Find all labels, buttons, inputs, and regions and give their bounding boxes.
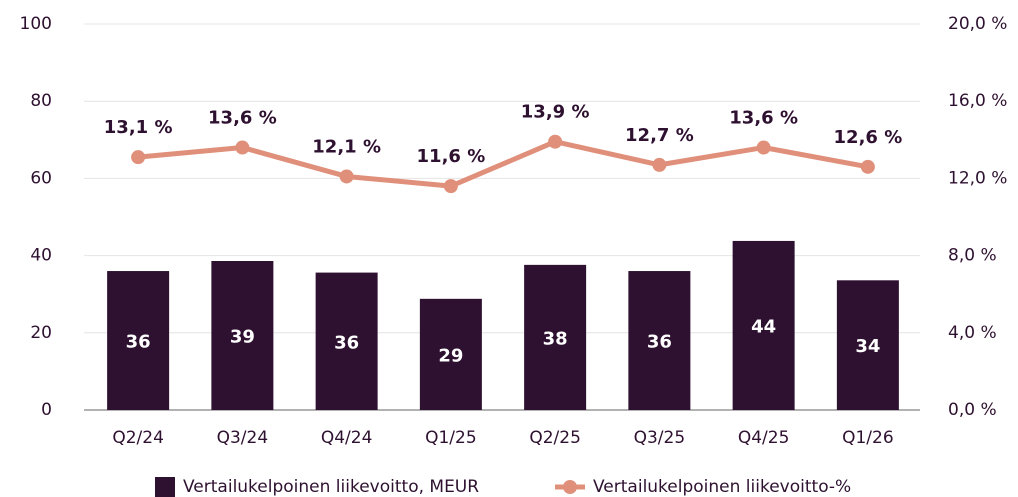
bar-label: 39 xyxy=(230,327,255,348)
bar xyxy=(732,240,795,410)
y-tick-label: 100 xyxy=(20,14,52,34)
bar xyxy=(315,272,378,410)
line-point xyxy=(860,159,875,174)
line-point xyxy=(443,179,458,194)
bar-label: 36 xyxy=(334,332,359,353)
y-tick-label: 0 xyxy=(41,400,52,420)
line-point xyxy=(548,134,563,149)
bar-label: 34 xyxy=(855,336,880,357)
line xyxy=(137,139,869,189)
x-tick-label: Q2/24 xyxy=(112,428,164,448)
line-point xyxy=(652,157,667,172)
y2-tick-label: 16,0 % xyxy=(948,91,1007,111)
bar-label: 44 xyxy=(751,316,776,337)
bar xyxy=(524,264,587,410)
x-tick-label: Q4/25 xyxy=(738,428,790,448)
legend-label: Vertailukelpoinen liikevoitto-% xyxy=(593,477,851,497)
x-tick-label: Q4/24 xyxy=(321,428,373,448)
legend-label: Vertailukelpoinen liikevoitto, MEUR xyxy=(183,477,479,497)
y2-tick-label: 8,0 % xyxy=(948,246,997,266)
y2-tick-label: 12,0 % xyxy=(948,168,1007,188)
bar xyxy=(419,298,482,410)
bar xyxy=(211,261,274,410)
line-label: 13,9 % xyxy=(521,102,590,123)
line-label: 13,1 % xyxy=(104,117,173,138)
bar xyxy=(107,271,170,410)
line-label: 12,1 % xyxy=(312,136,381,157)
line-point xyxy=(235,140,250,155)
y2-tick-label: 20,0 % xyxy=(948,14,1007,34)
y2-tick-label: 4,0 % xyxy=(948,323,997,343)
line-label: 12,6 % xyxy=(834,127,903,148)
line-point xyxy=(756,140,771,155)
line-label: 11,6 % xyxy=(417,146,486,167)
x-tick-label: Q3/24 xyxy=(217,428,269,448)
line-label: 13,6 % xyxy=(208,108,277,129)
x-tick-label: Q1/26 xyxy=(842,428,894,448)
bar-label: 29 xyxy=(438,345,463,366)
y-tick-label: 40 xyxy=(30,246,52,266)
line-point xyxy=(339,169,354,184)
y2-tick-label: 0,0 % xyxy=(948,400,997,420)
legend-swatch xyxy=(563,480,577,494)
bar-label: 36 xyxy=(126,332,151,353)
x-tick-label: Q3/25 xyxy=(634,428,686,448)
y-tick-label: 80 xyxy=(30,91,52,111)
bar xyxy=(836,280,899,410)
line-point xyxy=(131,150,146,165)
legend-swatch xyxy=(155,477,175,497)
x-tick-label: Q2/25 xyxy=(529,428,581,448)
y-tick-label: 20 xyxy=(30,323,52,343)
bar xyxy=(628,271,691,410)
bar-label: 36 xyxy=(647,332,672,353)
line-label: 12,7 % xyxy=(625,125,694,146)
bar-label: 38 xyxy=(543,328,568,349)
x-tick-label: Q1/25 xyxy=(425,428,477,448)
y-tick-label: 60 xyxy=(30,168,52,188)
line-label: 13,6 % xyxy=(729,108,798,129)
